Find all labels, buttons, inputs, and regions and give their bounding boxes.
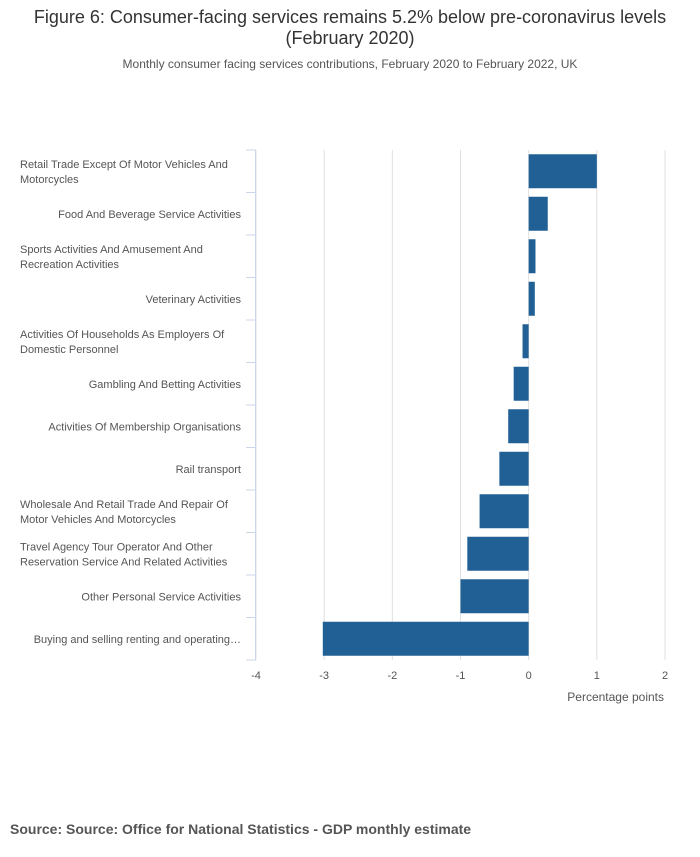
category-label-line: Motor Vehicles And Motorcycles xyxy=(20,514,176,526)
x-tick-label: 0 xyxy=(526,670,532,682)
bar xyxy=(513,366,529,401)
category-label-line: Sports Activities And Amusement And xyxy=(20,244,203,256)
category-label-line: Gambling And Betting Activities xyxy=(89,379,242,391)
bar xyxy=(499,451,529,486)
chart-title: Figure 6: Consumer-facing services remai… xyxy=(33,7,667,48)
category-label-line: Other Personal Service Activities xyxy=(81,591,241,603)
category-axis xyxy=(246,149,256,661)
category-label: Retail Trade Except Of Motor Vehicles An… xyxy=(20,159,228,186)
category-label-line: Activities Of Households As Employers Of xyxy=(20,329,225,341)
category-label-line: Domestic Personnel xyxy=(20,344,118,356)
category-label-line: Activities Of Membership Organisations xyxy=(48,421,241,433)
bar xyxy=(508,409,529,444)
bar xyxy=(322,621,529,656)
x-tick-label: -2 xyxy=(387,670,397,682)
category-label-line: Buying and selling renting and operating… xyxy=(34,634,241,646)
bar xyxy=(460,579,529,614)
category-label-line: Motorcycles xyxy=(20,174,79,186)
category-label: Activities Of Membership Organisations xyxy=(48,421,241,433)
bar-chart: Retail Trade Except Of Motor Vehicles An… xyxy=(20,149,668,704)
chart-subtitle: Monthly consumer facing services contrib… xyxy=(122,57,578,71)
bar xyxy=(528,239,536,274)
bar xyxy=(528,154,597,189)
bar xyxy=(467,536,529,571)
category-label-line: Wholesale And Retail Trade And Repair Of xyxy=(20,499,229,511)
x-tick-label: -4 xyxy=(251,670,261,682)
category-label: Food And Beverage Service Activities xyxy=(58,209,241,221)
source-note: Source: Source: Office for National Stat… xyxy=(10,821,472,837)
category-label-line: Retail Trade Except Of Motor Vehicles An… xyxy=(20,159,228,171)
x-axis-title: Percentage points xyxy=(567,690,664,704)
x-tick-label: -3 xyxy=(319,670,329,682)
category-labels: Retail Trade Except Of Motor Vehicles An… xyxy=(20,159,241,646)
x-tick-labels: -4 -3 -2 -1 0 1 2 xyxy=(251,670,668,682)
category-label: Gambling And Betting Activities xyxy=(89,379,242,391)
category-label-line: Travel Agency Tour Operator And Other xyxy=(20,541,213,553)
x-tick-label: -1 xyxy=(456,670,466,682)
category-label-line: Rail transport xyxy=(176,464,241,476)
bars xyxy=(322,154,597,656)
category-label: Rail transport xyxy=(176,464,241,476)
bar xyxy=(479,494,529,529)
bar xyxy=(528,196,548,231)
category-label-line: Veterinary Activities xyxy=(146,294,242,306)
category-label: Activities Of Households As Employers Of… xyxy=(20,329,225,356)
category-label: Veterinary Activities xyxy=(146,294,242,306)
category-label: Sports Activities And Amusement And Recre… xyxy=(20,244,203,271)
bar xyxy=(522,324,529,359)
category-label: Wholesale And Retail Trade And Repair Of… xyxy=(20,499,229,526)
category-label: Travel Agency Tour Operator And Other Res… xyxy=(20,541,228,568)
category-label-line: Food And Beverage Service Activities xyxy=(58,209,241,221)
category-label: Buying and selling renting and operating… xyxy=(34,634,241,646)
category-label-line: Recreation Activities xyxy=(20,259,120,271)
category-label-line: Reservation Service And Related Activiti… xyxy=(20,556,228,568)
bar xyxy=(528,281,535,316)
x-tick-label: 2 xyxy=(662,670,668,682)
category-label: Other Personal Service Activities xyxy=(81,591,241,603)
x-tick-label: 1 xyxy=(594,670,600,682)
